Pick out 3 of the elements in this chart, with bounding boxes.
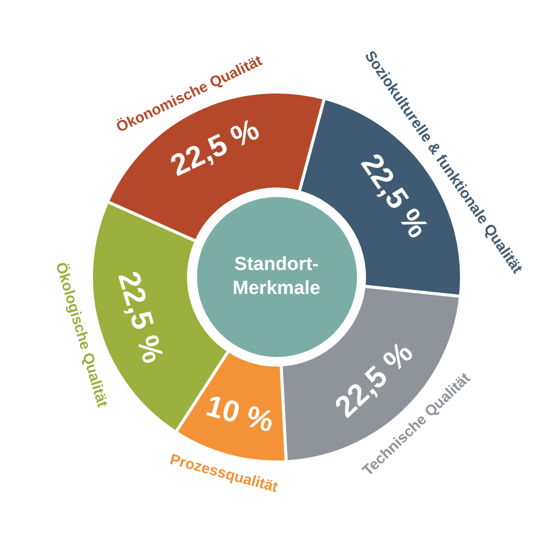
data-label: 22,5 %: [166, 112, 264, 183]
data-label: 10 %: [202, 389, 278, 439]
data-label: 22,5 %: [111, 268, 170, 367]
